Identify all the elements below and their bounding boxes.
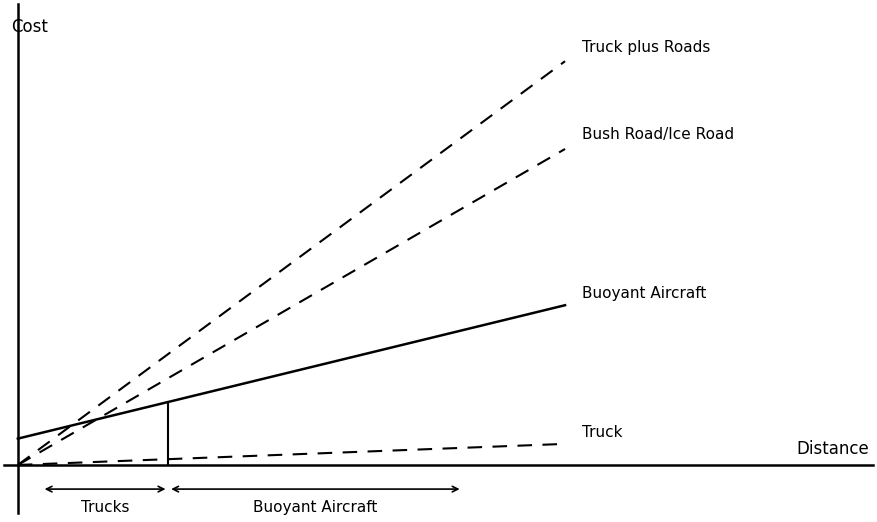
Text: Buoyant Aircraft: Buoyant Aircraft (582, 286, 707, 301)
Text: Truck: Truck (582, 424, 623, 440)
Text: Cost: Cost (11, 18, 48, 36)
Text: Truck plus Roads: Truck plus Roads (582, 40, 710, 55)
Text: Bush Road/Ice Road: Bush Road/Ice Road (582, 127, 734, 143)
Text: Distance: Distance (796, 441, 869, 458)
Text: Buoyant Aircraft: Buoyant Aircraft (253, 500, 378, 515)
Text: Trucks: Trucks (81, 500, 129, 515)
